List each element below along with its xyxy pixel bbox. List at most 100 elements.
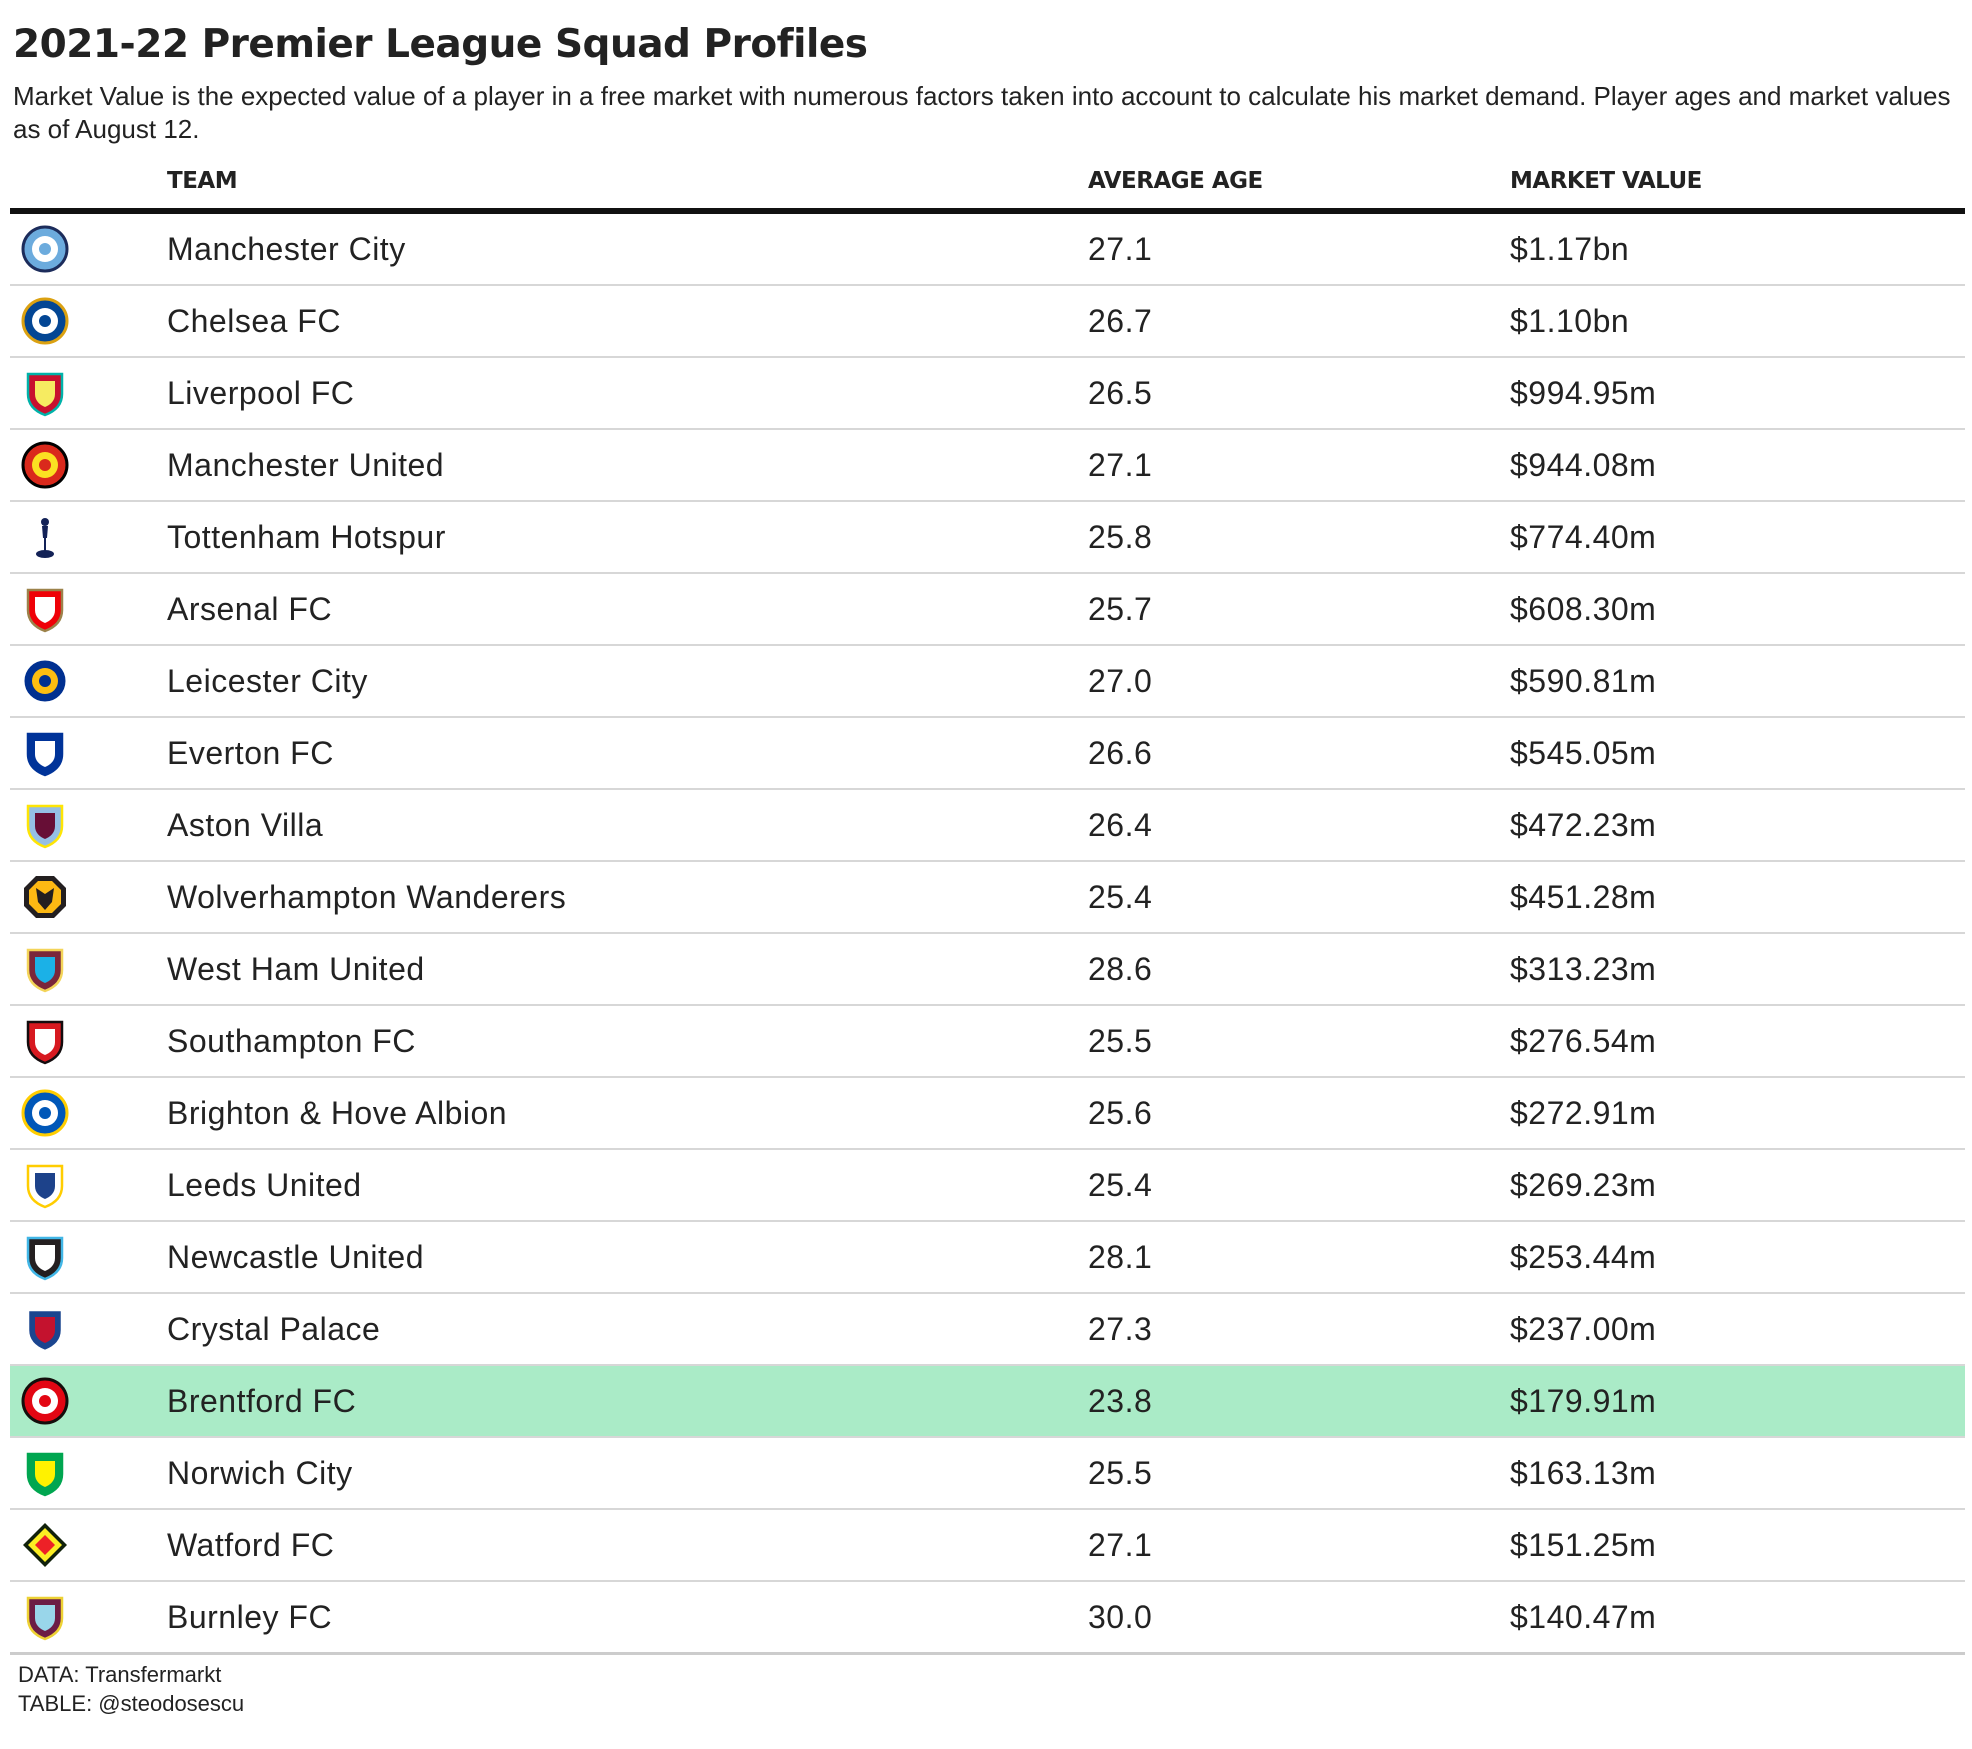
table-footer: DATA: Transfermarkt TABLE: @steodosescu (18, 1660, 244, 1718)
team-name-cell: West Ham United (167, 951, 425, 987)
average-age-cell: 26.7 (1088, 303, 1153, 339)
table-row: Southampton FC 25.5 $276.54m (10, 1006, 1965, 1078)
team-name-cell: Norwich City (167, 1455, 353, 1491)
aston-villa-crest-icon (20, 800, 70, 850)
crystal-palace-crest-icon (20, 1304, 70, 1354)
table-credit: TABLE: @steodosescu (18, 1691, 245, 1716)
average-age-cell: 25.4 (1088, 1167, 1153, 1203)
average-age-cell: 25.7 (1088, 591, 1153, 627)
market-value-cell: $269.23m (1510, 1167, 1657, 1203)
chelsea-crest-icon (20, 296, 70, 346)
west-ham-crest-icon (20, 944, 70, 994)
average-age-cell: 25.6 (1088, 1095, 1153, 1131)
table-body: Manchester City 27.1 $1.17bn Chelsea FC 26.7… (10, 214, 1965, 1655)
average-age-cell: 28.1 (1088, 1239, 1153, 1275)
table-row: Newcastle United 28.1 $253.44m (10, 1222, 1965, 1294)
liverpool-crest-icon (20, 368, 70, 418)
market-value-cell: $451.28m (1510, 879, 1657, 915)
column-header-average-age: AVERAGE AGE (1088, 168, 1263, 194)
table-row: Tottenham Hotspur 25.8 $774.40m (10, 502, 1965, 574)
brentford-crest-icon (20, 1376, 70, 1426)
table-row: Crystal Palace 27.3 $237.00m (10, 1294, 1965, 1366)
team-name-cell: Aston Villa (167, 807, 324, 843)
team-name-cell: Leeds United (167, 1167, 362, 1203)
table-row: Manchester United 27.1 $944.08m (10, 430, 1965, 502)
manchester-city-crest-icon (20, 224, 70, 274)
newcastle-crest-icon (20, 1232, 70, 1282)
team-name-cell: Brentford FC (167, 1383, 357, 1419)
tottenham-cockerel-icon (20, 512, 70, 562)
page-title: 2021-22 Premier League Squad Profiles (13, 22, 868, 67)
average-age-cell: 28.6 (1088, 951, 1153, 987)
table-header: TEAM AVERAGE AGE MARKET VALUE (10, 160, 1965, 214)
southampton-crest-icon (20, 1016, 70, 1066)
brighton-crest-icon (20, 1088, 70, 1138)
average-age-cell: 25.5 (1088, 1023, 1153, 1059)
average-age-cell: 27.1 (1088, 231, 1153, 267)
market-value-cell: $151.25m (1510, 1527, 1657, 1563)
average-age-cell: 30.0 (1088, 1599, 1153, 1635)
market-value-cell: $272.91m (1510, 1095, 1657, 1131)
average-age-cell: 27.1 (1088, 1527, 1153, 1563)
team-name-cell: Liverpool FC (167, 375, 355, 411)
average-age-cell: 25.8 (1088, 519, 1153, 555)
team-name-cell: Everton FC (167, 735, 334, 771)
average-age-cell: 27.3 (1088, 1311, 1153, 1347)
market-value-cell: $994.95m (1510, 375, 1657, 411)
leicester-city-crest-icon (20, 656, 70, 706)
team-name-cell: Newcastle United (167, 1239, 424, 1275)
table-row: Everton FC 26.6 $545.05m (10, 718, 1965, 790)
table-row: Brighton & Hove Albion 25.6 $272.91m (10, 1078, 1965, 1150)
page-subtitle: Market Value is the expected value of a … (13, 81, 1951, 144)
everton-crest-icon (20, 728, 70, 778)
table-row: Chelsea FC 26.7 $1.10bn (10, 286, 1965, 358)
team-name-cell: Chelsea FC (167, 303, 341, 339)
table-row: Leeds United 25.4 $269.23m (10, 1150, 1965, 1222)
team-name-cell: Wolverhampton Wanderers (167, 879, 567, 915)
team-name-cell: Tottenham Hotspur (167, 519, 446, 555)
market-value-cell: $179.91m (1510, 1383, 1657, 1419)
table-row: Liverpool FC 26.5 $994.95m (10, 358, 1965, 430)
team-name-cell: Southampton FC (167, 1023, 416, 1059)
team-name-cell: Leicester City (167, 663, 368, 699)
market-value-cell: $253.44m (1510, 1239, 1657, 1275)
market-value-cell: $590.81m (1510, 663, 1657, 699)
team-name-cell: Manchester City (167, 231, 406, 267)
average-age-cell: 27.1 (1088, 447, 1153, 483)
market-value-cell: $472.23m (1510, 807, 1657, 843)
average-age-cell: 25.4 (1088, 879, 1153, 915)
norwich-city-crest-icon (20, 1448, 70, 1498)
average-age-cell: 26.6 (1088, 735, 1153, 771)
average-age-cell: 25.5 (1088, 1455, 1153, 1491)
average-age-cell: 26.4 (1088, 807, 1153, 843)
table-row: Watford FC 27.1 $151.25m (10, 1510, 1965, 1582)
watford-crest-icon (20, 1520, 70, 1570)
market-value-cell: $944.08m (1510, 447, 1657, 483)
market-value-cell: $276.54m (1510, 1023, 1657, 1059)
table-row: Wolverhampton Wanderers 25.4 $451.28m (10, 862, 1965, 934)
table-row: Arsenal FC 25.7 $608.30m (10, 574, 1965, 646)
market-value-cell: $608.30m (1510, 591, 1657, 627)
market-value-cell: $140.47m (1510, 1599, 1657, 1635)
team-name-cell: Crystal Palace (167, 1311, 381, 1347)
market-value-cell: $237.00m (1510, 1311, 1657, 1347)
market-value-cell: $1.10bn (1510, 303, 1630, 339)
arsenal-crest-icon (20, 584, 70, 634)
team-name-cell: Burnley FC (167, 1599, 333, 1635)
market-value-cell: $313.23m (1510, 951, 1657, 987)
average-age-cell: 23.8 (1088, 1383, 1153, 1419)
market-value-cell: $1.17bn (1510, 231, 1630, 267)
table-row: Leicester City 27.0 $590.81m (10, 646, 1965, 718)
table-row: Brentford FC 23.8 $179.91m (10, 1366, 1965, 1438)
column-header-team: TEAM (167, 168, 238, 194)
data-source-note: DATA: Transfermarkt (18, 1662, 222, 1687)
market-value-cell: $545.05m (1510, 735, 1657, 771)
table-row: Manchester City 27.1 $1.17bn (10, 214, 1965, 286)
market-value-cell: $163.13m (1510, 1455, 1657, 1491)
team-name-cell: Arsenal FC (167, 591, 333, 627)
market-value-cell: $774.40m (1510, 519, 1657, 555)
table-row: Aston Villa 26.4 $472.23m (10, 790, 1965, 862)
table-row: Norwich City 25.5 $163.13m (10, 1438, 1965, 1510)
wolves-crest-icon (20, 872, 70, 922)
manchester-united-crest-icon (20, 440, 70, 490)
